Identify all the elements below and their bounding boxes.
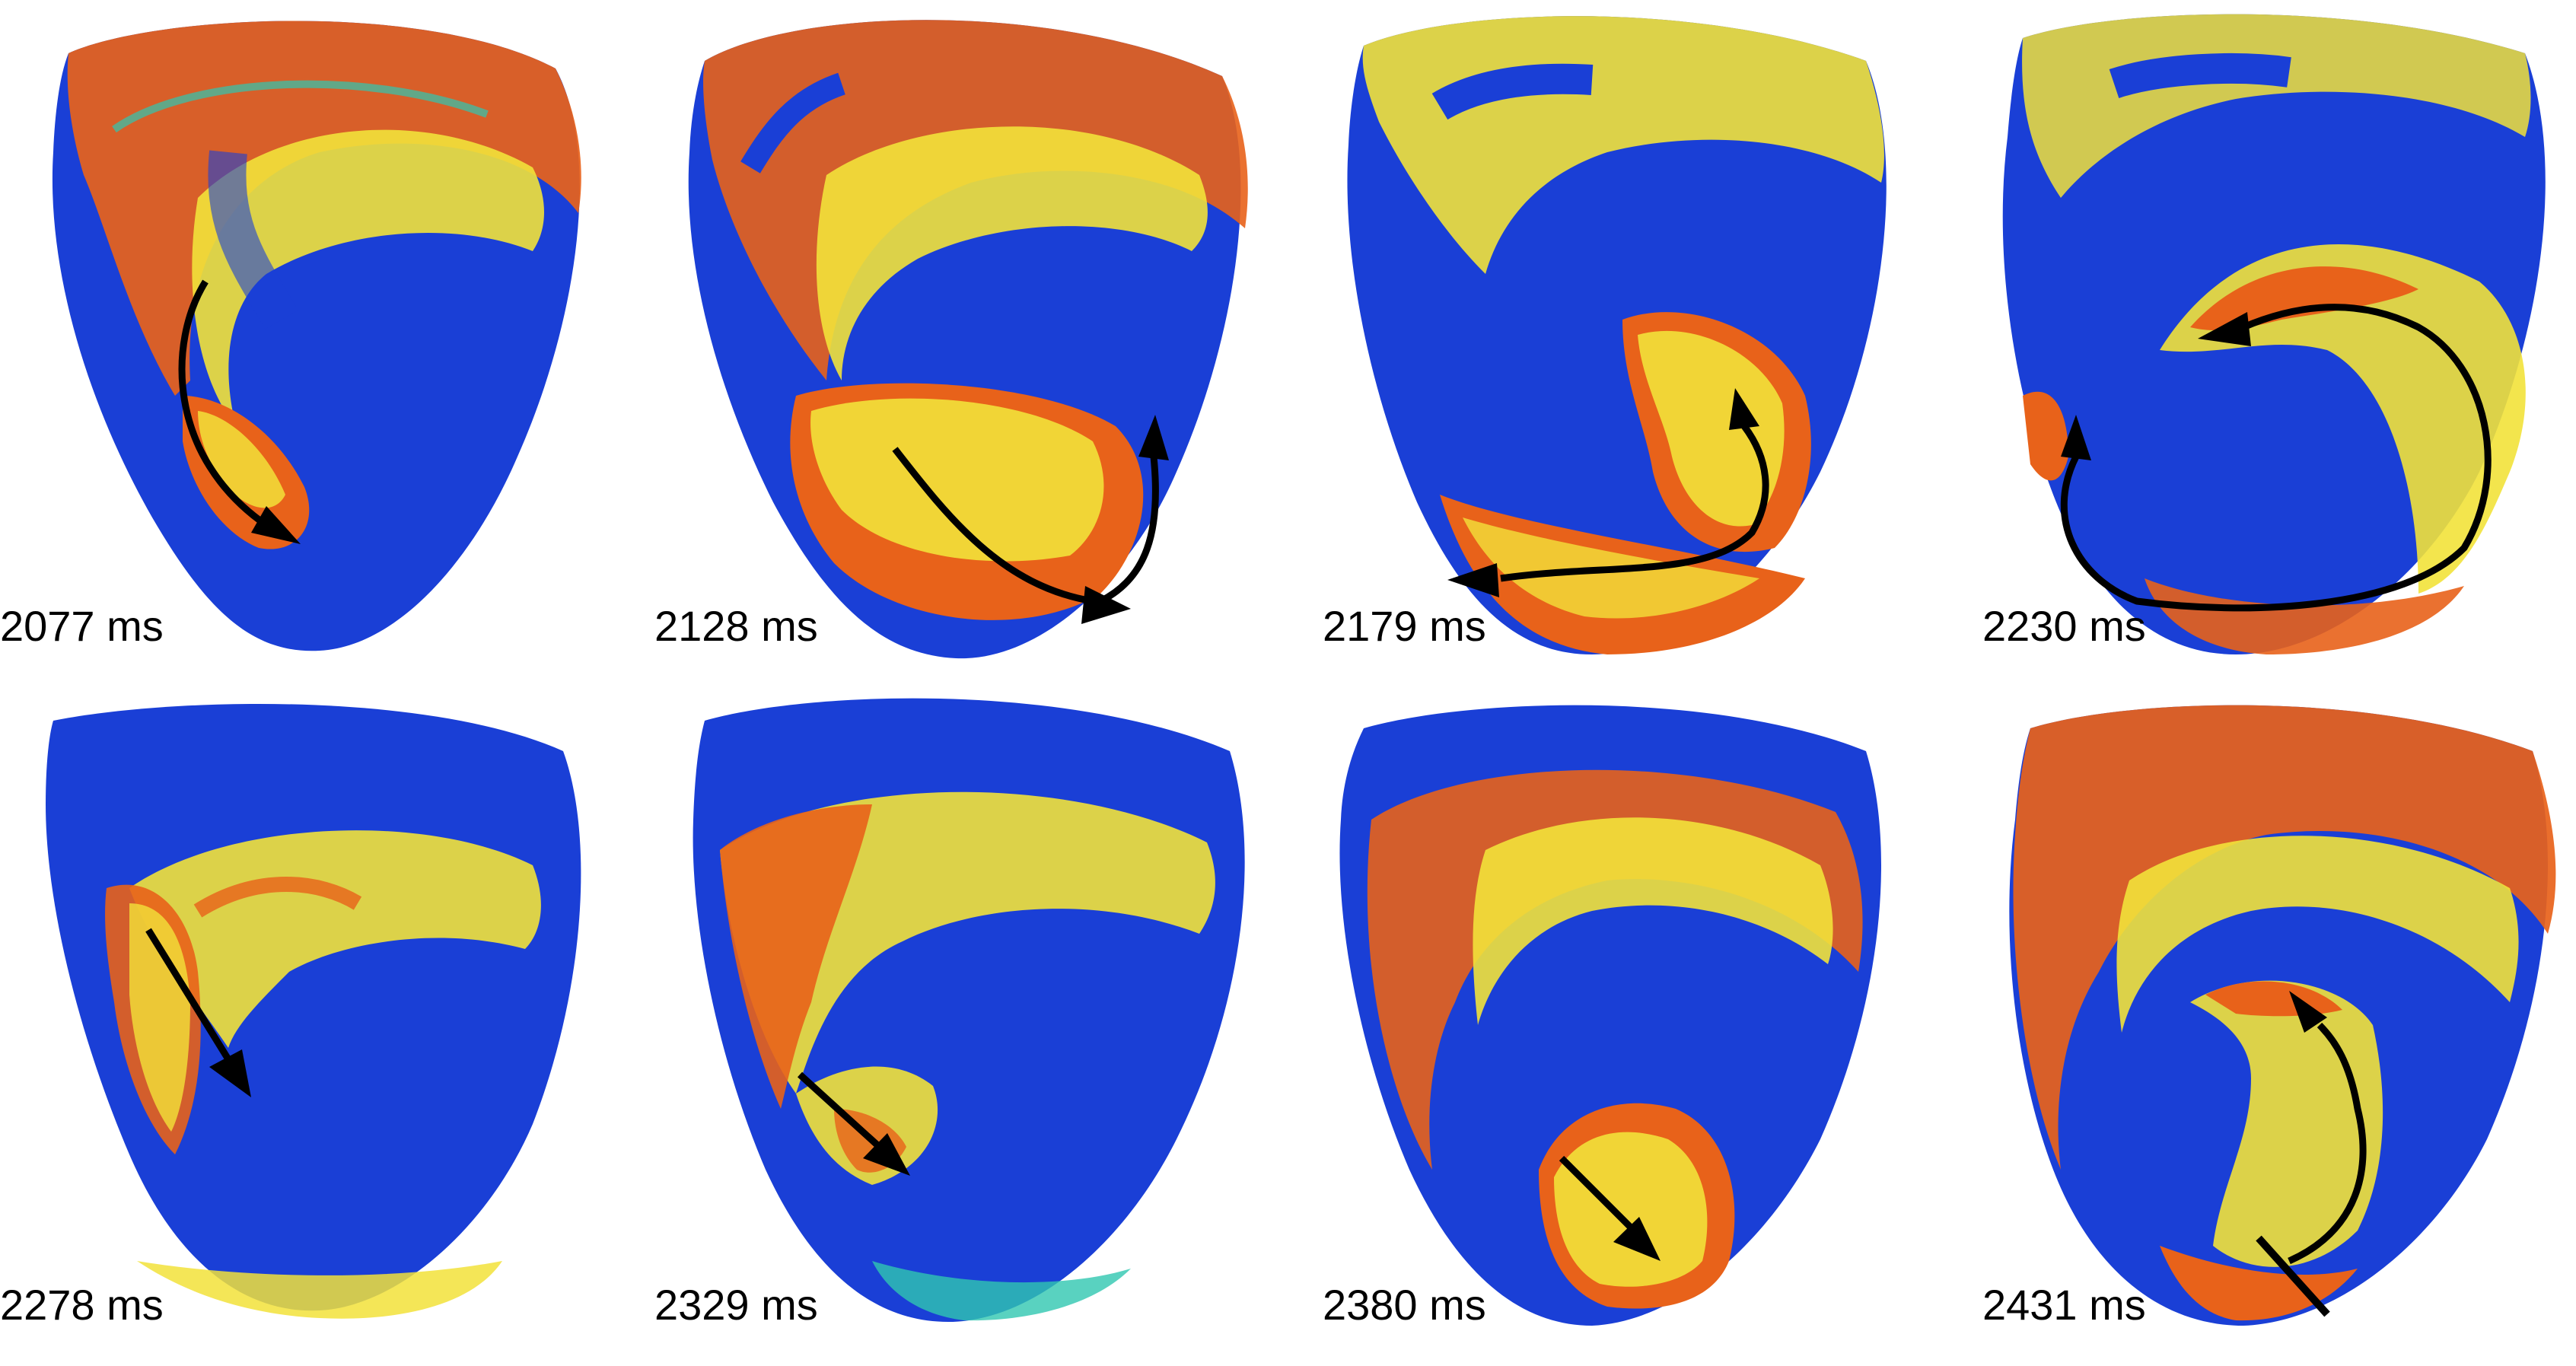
time-label: 2179 ms: [1323, 602, 1486, 650]
time-label: 2128 ms: [654, 602, 818, 650]
heart-surface-image: [1339, 705, 1881, 1326]
propagation-arrow-icon: [145, 928, 251, 1097]
propagation-arrow-icon: [2060, 304, 2492, 612]
heart-panel-2431: 2431 ms: [1931, 683, 2575, 1365]
time-label: 2278 ms: [0, 1281, 164, 1329]
heart-panel-2230: 2230 ms: [1931, 0, 2575, 683]
block-line-icon: [2256, 1235, 2330, 1317]
time-label: 2380 ms: [1323, 1281, 1486, 1329]
time-label: 2431 ms: [1982, 1281, 2146, 1329]
time-label: 2329 ms: [654, 1281, 818, 1329]
time-label: 2077 ms: [0, 602, 164, 650]
propagation-arrow-icon: [1559, 1155, 1661, 1261]
heart-surface-image: [1347, 16, 1887, 654]
propagation-arrow-icon: [797, 1071, 910, 1176]
heart-surface-image: [688, 20, 1248, 659]
propagation-arrow-icon: [2288, 991, 2367, 1265]
propagation-arrow-icon: [1447, 388, 1769, 597]
heart-panel-2278: 2278 ms: [0, 683, 644, 1365]
heart-panel-2179: 2179 ms: [1288, 0, 1931, 683]
heart-surface-image: [46, 703, 581, 1319]
heart-panel-2077: 2077 ms: [0, 0, 644, 683]
propagation-arrow-icon: [892, 415, 1169, 624]
time-label: 2230 ms: [1982, 602, 2146, 650]
heart-surface-image: [2009, 705, 2556, 1326]
propagation-arrow-icon: [178, 279, 301, 544]
heart-panel-2380: 2380 ms: [1288, 683, 1931, 1365]
heart-panel-2329: 2329 ms: [644, 683, 1288, 1365]
heart-panel-2128: 2128 ms: [644, 0, 1288, 683]
heart-surface-image: [52, 21, 581, 651]
